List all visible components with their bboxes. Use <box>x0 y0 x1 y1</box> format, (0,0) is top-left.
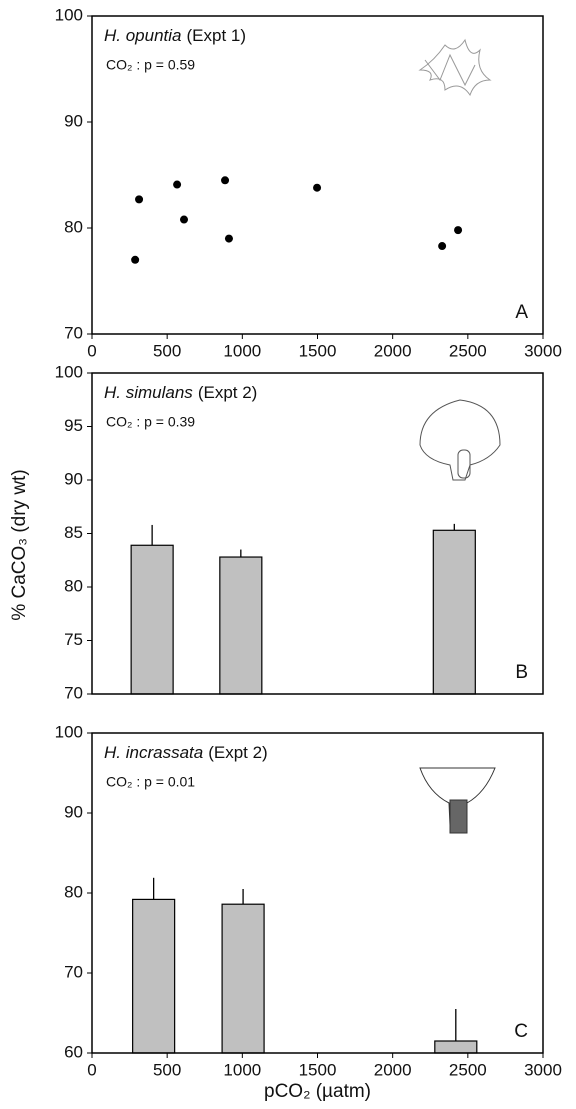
panel-title: H. opuntia (Expt 1) <box>104 26 246 45</box>
x-tick-label: 1500 <box>299 1060 337 1079</box>
point <box>454 226 463 235</box>
point <box>313 183 322 192</box>
panel-title: H. simulans (Expt 2) <box>104 383 257 402</box>
x-tick-label: 1000 <box>223 1060 261 1079</box>
stat-label: CO₂ : p = 0.01 <box>106 774 195 790</box>
point <box>221 176 230 185</box>
point <box>135 195 144 204</box>
y-tick-label: 80 <box>64 576 83 595</box>
x-tick-label: 3000 <box>524 341 562 360</box>
species: H. opuntia <box>104 26 182 45</box>
panel-letter: A <box>515 302 528 323</box>
panel: 70 75 80 85 90 95 100 H. simulans (Expt 2)CO₂ : … <box>9 362 544 702</box>
y-tick-label: 100 <box>55 722 83 741</box>
y-tick-label: 60 <box>64 1042 83 1061</box>
alga-sketch <box>419 399 501 481</box>
y-tick-label: 90 <box>64 111 83 130</box>
point <box>131 255 140 264</box>
x-tick-label: 1000 <box>223 341 261 360</box>
point <box>224 234 233 243</box>
y-tick-label: 80 <box>64 882 83 901</box>
y-tick-label: 90 <box>64 802 83 821</box>
plot-frame <box>91 15 544 335</box>
bar <box>219 556 263 695</box>
y-tick-label: 85 <box>64 523 83 542</box>
x-tick-label: 500 <box>153 341 181 360</box>
y-tick-label: 70 <box>64 323 83 342</box>
y-tick-label: 90 <box>64 469 83 488</box>
x-axis-label: pCO₂ (µatm) <box>264 1081 371 1102</box>
point <box>438 242 447 251</box>
x-tick-label: 3000 <box>524 1060 562 1079</box>
y-tick-label: 75 <box>64 630 83 649</box>
x-tick-label: 500 <box>153 1060 181 1079</box>
bar <box>130 544 174 695</box>
y-axis-label: % CaCO₃ (dry wt) <box>9 469 30 620</box>
bar <box>434 1040 478 1054</box>
panel-letter: B <box>515 662 528 683</box>
bar <box>432 529 476 695</box>
species: H. simulans <box>104 383 193 402</box>
y-tick-label: 95 <box>64 416 83 435</box>
experiment: (Expt 1) <box>187 26 247 45</box>
y-tick-label: 70 <box>64 962 83 981</box>
bar <box>132 898 176 1054</box>
plot-frame <box>91 732 544 1054</box>
x-tick-label: 2500 <box>449 341 487 360</box>
point <box>173 180 182 189</box>
panel-title: H. incrassata (Expt 2) <box>104 743 268 762</box>
panel-letter: C <box>514 1021 528 1042</box>
species: H. incrassata <box>104 743 203 762</box>
y-tick-label: 80 <box>64 217 83 236</box>
stat-label: CO₂ : p = 0.39 <box>106 414 195 430</box>
x-tick-label: 0 <box>87 1060 96 1079</box>
alga-sketch <box>418 38 492 97</box>
x-tick-label: 1500 <box>299 341 337 360</box>
experiment: (Expt 2) <box>198 383 258 402</box>
x-tick-label: 0 <box>87 341 96 360</box>
y-tick-label: 100 <box>55 362 83 381</box>
stat-label: CO₂ : p = 0.59 <box>106 57 195 73</box>
x-tick-label: 2500 <box>449 1060 487 1079</box>
point <box>180 215 189 224</box>
y-tick-label: 100 <box>55 5 83 24</box>
plot-frame <box>91 372 544 695</box>
y-tick-label: 70 <box>64 683 83 702</box>
experiment: (Expt 2) <box>208 743 268 762</box>
bar <box>221 903 265 1054</box>
x-tick-label: 2000 <box>374 341 412 360</box>
alga-sketch <box>419 767 496 834</box>
x-tick-label: 2000 <box>374 1060 412 1079</box>
